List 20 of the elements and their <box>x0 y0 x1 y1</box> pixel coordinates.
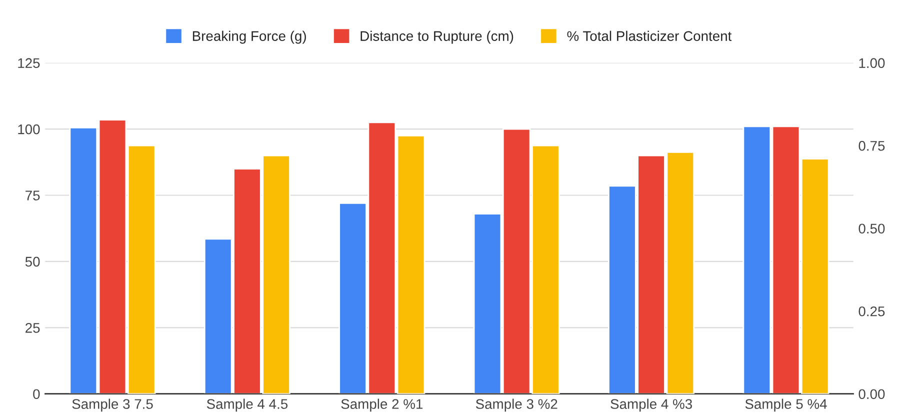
y2-tick-label: 0.00 <box>858 389 885 400</box>
y2-tick-label: 0.75 <box>858 140 885 151</box>
y-tick-label: 0 <box>33 389 40 400</box>
y2-tick-label: 0.50 <box>858 224 885 234</box>
x-tick-label: Sample 2 %1 <box>341 398 423 412</box>
y-tick-label: 50 <box>25 256 40 267</box>
legend-label: Breaking Force (g) <box>192 30 306 44</box>
y-tick-label: 25 <box>26 322 40 333</box>
legend-label: % Total Plasticizer Content <box>567 30 732 41</box>
y-tick-label: 75 <box>26 190 40 200</box>
y2-tick-label: 0.25 <box>858 306 885 316</box>
x-tick-label: Sample 5 %4 <box>745 398 827 412</box>
x-tick-label: Sample 4 %3 <box>610 398 692 412</box>
x-tick-label: Sample 3 %2 <box>476 398 558 412</box>
legend-label: Distance to Rupture (cm) <box>360 30 514 44</box>
x-tick-label: Sample 4 4.5 <box>206 398 288 412</box>
y2-tick-label: 1.00 <box>859 58 885 68</box>
y-tick-label: 100 <box>18 124 40 134</box>
y-tick-label: 125 <box>18 58 40 68</box>
x-tick-label: Sample 3 7.5 <box>72 398 153 412</box>
